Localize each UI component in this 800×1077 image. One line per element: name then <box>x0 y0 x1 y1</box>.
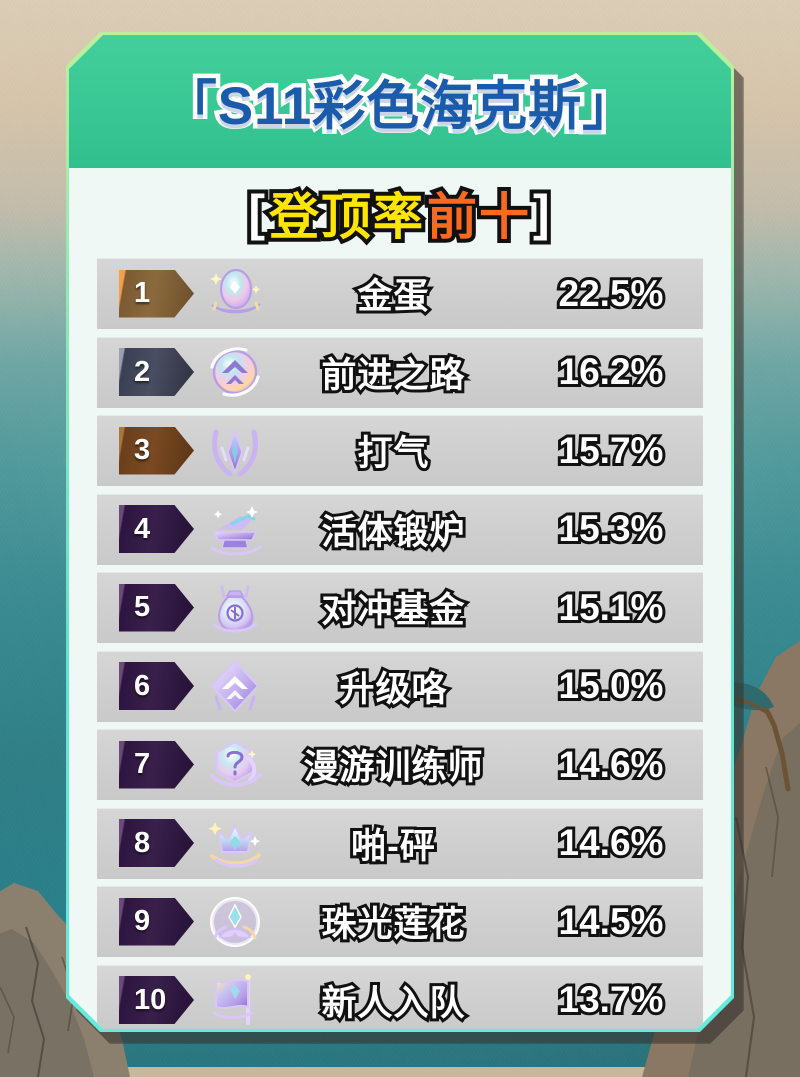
rank-number: 7 <box>134 748 151 780</box>
money-bag-icon <box>202 575 268 641</box>
rank-badge: 7 <box>119 741 194 789</box>
egg-icon <box>202 261 268 327</box>
rank-number: 4 <box>134 512 151 545</box>
table-row[interactable]: 4 活体锻炉 15.3% <box>97 494 703 565</box>
table-row[interactable]: 8 啪-砰 14.6% <box>97 808 703 879</box>
win-rate-value: 14.5% <box>558 900 664 942</box>
item-name: 打气 <box>357 434 430 473</box>
item-name: 漫游训练师 <box>303 748 484 787</box>
table-row[interactable]: 9 珠光莲花 14.5% <box>97 886 703 957</box>
table-row[interactable]: 10 新人入队 13.7% <box>97 965 703 1030</box>
lotus-icon <box>202 889 268 955</box>
flag-icon <box>202 967 268 1029</box>
hex-question-icon <box>202 732 268 798</box>
upgrade-arrow-icon <box>202 653 268 719</box>
crown-sparkle-icon <box>202 810 268 876</box>
table-row[interactable]: 6 升级咯 15.0% <box>97 651 703 722</box>
rank-number: 3 <box>134 434 151 466</box>
table-row[interactable]: 3 打气 15.7% <box>97 415 703 486</box>
rank-number: 6 <box>134 669 151 702</box>
header-banner: 「S11彩色海克斯」 <box>69 35 731 168</box>
win-rate-value: 22.5% <box>558 272 664 314</box>
rank-badge: 2 <box>119 348 194 396</box>
subtitle-metric-label: 登顶率 <box>269 189 425 245</box>
rank-badge: 1 <box>119 270 194 318</box>
item-name: 金蛋 <box>357 277 430 316</box>
rank-number: 8 <box>134 826 151 859</box>
ranking-card: 「S11彩色海克斯」 [ 登顶率 前十 ] 1 金蛋 22.5% 2 <box>66 32 734 1032</box>
item-name: 新人入队 <box>321 983 466 1023</box>
rank-badge: 8 <box>119 819 194 867</box>
page-title: 「S11彩色海克斯」 <box>163 76 637 136</box>
rank-badge: 5 <box>119 584 194 632</box>
win-rate-value: 13.7% <box>558 979 664 1020</box>
ranking-list: 1 金蛋 22.5% 2 前 <box>69 258 731 1029</box>
rank-number: 1 <box>134 277 151 309</box>
rank-badge: 6 <box>119 662 194 710</box>
win-rate-value: 14.6% <box>558 743 664 785</box>
item-name: 前进之路 <box>321 355 466 395</box>
rank-number: 2 <box>134 355 151 388</box>
table-row[interactable]: 1 金蛋 22.5% <box>97 258 703 329</box>
table-row[interactable]: 5 对冲基金 15.1% <box>97 572 703 643</box>
rank-badge: 9 <box>119 898 194 946</box>
card-body: 「S11彩色海克斯」 [ 登顶率 前十 ] 1 金蛋 22.5% 2 <box>69 35 731 1029</box>
win-rate-value: 15.0% <box>558 665 664 706</box>
rank-number: 5 <box>134 591 151 623</box>
win-rate-value: 16.2% <box>558 351 664 392</box>
table-row[interactable]: 7 漫游训练师 14.6% <box>97 729 703 800</box>
win-rate-value: 15.3% <box>558 508 664 549</box>
win-rate-value: 14.6% <box>558 822 664 863</box>
subtitle-top-ten-label: 前十 <box>427 189 531 245</box>
rank-badge: 4 <box>119 505 194 553</box>
chevron-orb-icon <box>202 339 268 405</box>
crystal-spike-icon <box>202 418 268 484</box>
win-rate-value: 15.7% <box>558 429 664 471</box>
rank-badge: 10 <box>119 976 194 1024</box>
rank-number: 9 <box>134 905 151 937</box>
item-name: 活体锻炉 <box>321 512 466 552</box>
table-row[interactable]: 2 前进之路 16.2% <box>97 337 703 408</box>
subtitle: [ 登顶率 前十 ] <box>69 168 731 258</box>
win-rate-value: 15.1% <box>558 586 664 628</box>
item-name: 升级咯 <box>339 669 448 709</box>
item-name: 对冲基金 <box>321 591 466 630</box>
rank-badge: 3 <box>119 427 194 475</box>
item-name: 啪-砰 <box>351 826 436 866</box>
anvil-icon <box>202 496 268 562</box>
rank-number: 10 <box>134 983 167 1016</box>
item-name: 珠光莲花 <box>321 905 466 944</box>
subtitle-bracket-right: ] <box>533 185 552 241</box>
subtitle-bracket-left: [ <box>248 185 267 241</box>
